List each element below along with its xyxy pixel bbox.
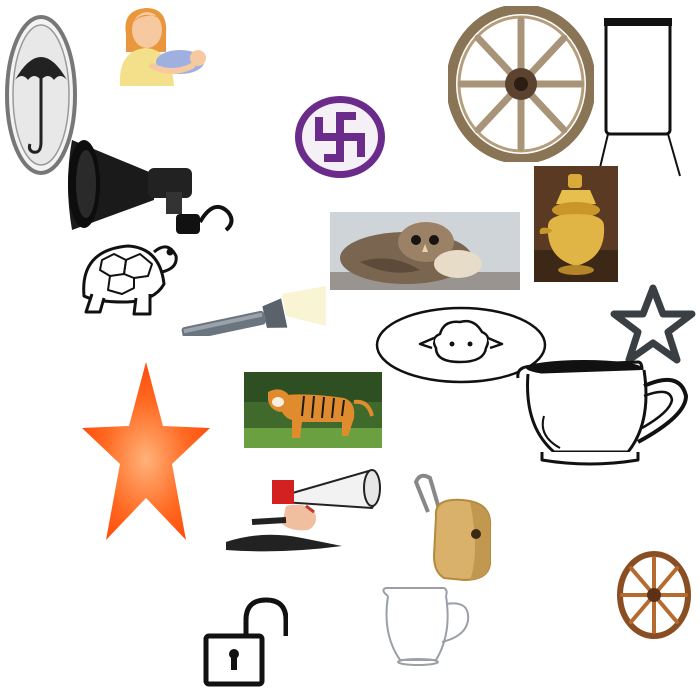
hand-megaphone-icon	[222, 466, 388, 554]
mother-with-baby-icon	[112, 4, 210, 86]
flashlight-icon	[176, 286, 326, 336]
pitcher-icon	[514, 356, 694, 468]
star-outline-icon	[610, 284, 696, 364]
tiger-icon	[244, 372, 382, 448]
frame-icon	[594, 16, 684, 180]
umbrella-icon	[5, 14, 77, 176]
sheep-sign-icon	[374, 306, 548, 384]
cart-wheel-icon	[448, 6, 594, 162]
padlock-brass-icon	[410, 472, 496, 584]
star-orange-icon	[80, 360, 212, 542]
owl-icon	[330, 212, 520, 290]
brass-pot-icon	[534, 166, 618, 282]
open-padlock-icon	[202, 596, 288, 688]
small-wheel-icon	[616, 550, 692, 640]
tortoise-icon	[74, 232, 180, 318]
megaphone-icon	[64, 134, 244, 240]
glass-pitcher-icon	[370, 584, 476, 668]
swastika-icon	[292, 94, 388, 180]
